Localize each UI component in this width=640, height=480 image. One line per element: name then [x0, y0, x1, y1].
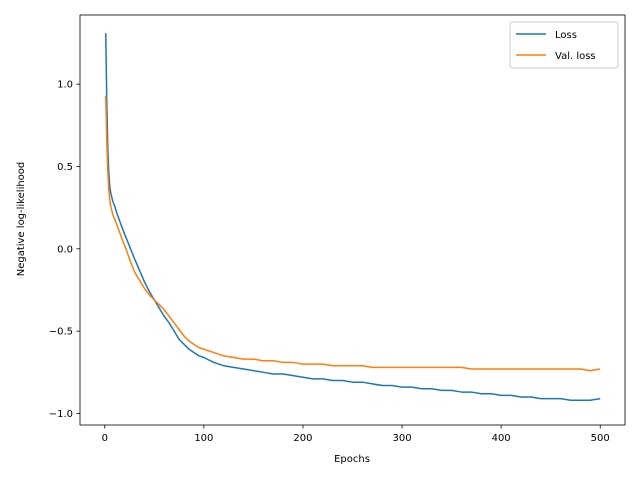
legend: Loss Val. loss: [509, 21, 619, 69]
series-layer: [105, 33, 601, 402]
x-tick-label: 300: [392, 433, 411, 444]
x-tick-label: 500: [591, 433, 610, 444]
y-tick-label: 0.5: [57, 162, 73, 173]
x-axis-ticks: 0 100 200 300 400 500: [102, 425, 610, 444]
y-tick-label: 0.0: [57, 244, 73, 255]
y-tick-label: −0.5: [49, 327, 73, 338]
x-tick-label: 0: [102, 433, 108, 444]
plot-frame: [79, 14, 626, 426]
x-tick-label: 100: [194, 433, 213, 444]
y-axis-label: Negative log-likelihood: [16, 162, 27, 277]
series-line-val-loss: [105, 95, 601, 372]
plot-area: [80, 15, 625, 425]
x-tick-label: 200: [293, 433, 312, 444]
series-line-loss: [105, 33, 601, 402]
x-axis-label: Epochs: [334, 454, 370, 465]
legend-label-val-loss: Val. loss: [555, 51, 596, 62]
legend-label-loss: Loss: [555, 30, 577, 41]
y-tick-label: 1.0: [57, 80, 73, 91]
y-tick-label: −1.0: [49, 409, 73, 420]
y-axis-ticks: −1.0 −0.5 0.0 0.5 1.0: [49, 80, 80, 420]
x-tick-label: 400: [492, 433, 511, 444]
